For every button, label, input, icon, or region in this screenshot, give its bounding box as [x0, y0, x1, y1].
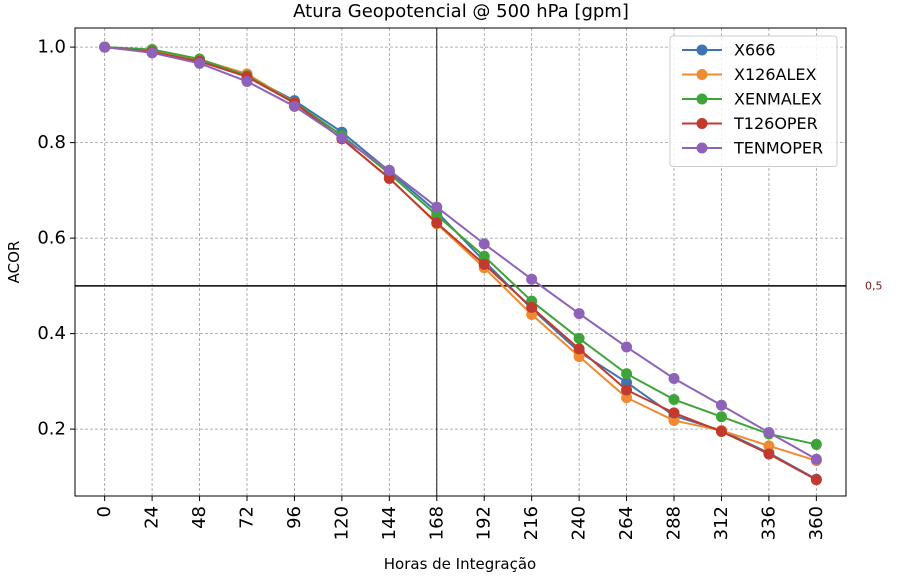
x-tick-label: 312 [711, 506, 732, 540]
y-tick-label: 0.2 [37, 419, 66, 440]
x-axis-label: Horas de Integração [384, 555, 536, 573]
data-point [526, 273, 538, 285]
x-tick-label: 264 [616, 506, 637, 540]
x-tick-label: 360 [806, 506, 827, 540]
chart-title: Atura Geopotencial @ 500 hPa [gpm] [293, 1, 629, 22]
series-tenmoper [99, 41, 822, 465]
data-point [478, 258, 490, 270]
data-point [478, 238, 490, 250]
data-point [668, 415, 680, 427]
legend-label: XENMALEX [734, 90, 822, 109]
data-point [621, 341, 633, 353]
data-point [288, 100, 300, 112]
x-tick-label: 240 [569, 506, 590, 540]
x-tick-label: 288 [664, 506, 685, 540]
legend-item: X666 [682, 41, 776, 60]
legend-label: X126ALEX [734, 65, 816, 84]
legend-box [669, 35, 838, 167]
data-point [336, 132, 348, 144]
data-point [621, 384, 633, 396]
x-tick-label: 168 [426, 506, 447, 540]
axis-ticks: 0 24 48 72 96 120 144 168 192 216 240 264 288 312 336 3… [37, 37, 826, 541]
data-point [621, 376, 633, 388]
legend-marker [696, 118, 708, 129]
data-point [763, 440, 775, 452]
reference-line-label: 0,5 [865, 279, 883, 292]
legend-marker [696, 142, 708, 154]
data-point [621, 368, 633, 380]
data-point [573, 343, 585, 355]
x-tick-label: 216 [521, 506, 542, 540]
x-tick-label: 192 [474, 506, 495, 540]
data-point [241, 75, 253, 87]
legend-marker [696, 44, 708, 56]
y-tick-label: 1.0 [37, 37, 66, 58]
series-line [104, 46, 817, 481]
series-line [104, 46, 817, 461]
x-tick-label: 120 [331, 506, 352, 540]
data-point [810, 438, 822, 450]
legend-label: X666 [734, 41, 776, 60]
legend-marker [696, 93, 708, 105]
y-tick-label: 0.6 [37, 228, 66, 249]
legend-label: TENMOPER [733, 139, 823, 158]
data-point [763, 426, 775, 438]
data-point [431, 217, 443, 229]
data-point [668, 373, 680, 385]
x-tick-label: 0 [94, 506, 115, 517]
data-point [715, 411, 727, 423]
data-point [668, 394, 680, 406]
data-point [573, 308, 585, 320]
plot-frame [74, 27, 847, 497]
data-point [715, 399, 727, 411]
data-point [431, 201, 443, 213]
x-tick-label: 336 [758, 506, 779, 540]
y-axis-label: ACOR [5, 241, 23, 284]
data-point [431, 209, 443, 221]
data-point [526, 301, 538, 313]
x-tick-label: 48 [189, 506, 210, 529]
data-point [478, 250, 490, 262]
y-tick-label: 0.8 [37, 132, 66, 153]
series-line [104, 46, 817, 446]
y-tick-label: 0.4 [37, 323, 66, 344]
data-point [146, 47, 158, 59]
data-point [383, 164, 395, 176]
legend-marker [696, 69, 708, 80]
data-point [715, 426, 727, 438]
data-point [99, 41, 111, 53]
legend-item: X126ALEX [682, 65, 816, 84]
data-point [763, 448, 775, 460]
data-point [810, 474, 822, 486]
legend-label: T126OPER [733, 114, 818, 133]
data-point [621, 392, 633, 404]
x-tick-label: 96 [284, 506, 305, 529]
legend-item: T126OPER [682, 114, 818, 133]
data-point [573, 351, 585, 363]
data-point [810, 453, 822, 465]
legend-item: XENMALEX [682, 90, 822, 109]
data-point [668, 407, 680, 419]
data-point [573, 332, 585, 344]
reference-lines: 0,5 [75, 28, 883, 496]
data-point [194, 57, 206, 69]
x-tick-label: 72 [236, 506, 257, 529]
data-point [383, 172, 395, 184]
legend-item: TENMOPER [682, 139, 823, 158]
x-tick-label: 24 [142, 506, 163, 529]
legend: X666 X126ALEX XENMALEX T126OPER TENMOPER [669, 35, 838, 167]
series-lines [99, 41, 822, 486]
x-tick-label: 144 [379, 506, 400, 540]
